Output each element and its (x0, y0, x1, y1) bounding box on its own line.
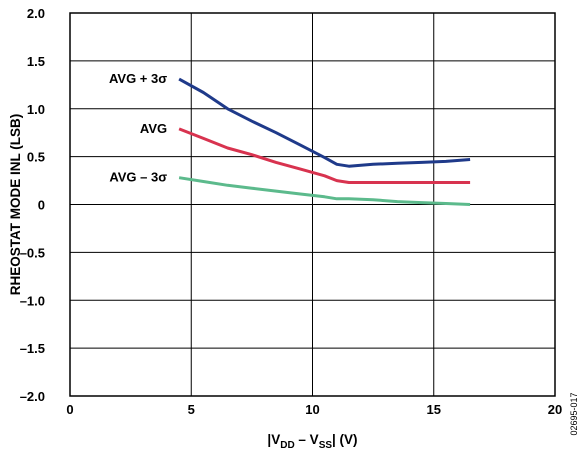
series-line-2 (178, 176, 471, 206)
x-tick-labels: 0 5 10 15 20 (66, 402, 562, 417)
y-tick-label: –1.5 (20, 341, 45, 356)
y-axis-title: RHEOSTAT MODE INL (LSB) (8, 114, 23, 296)
plot-frame (69, 12, 556, 397)
x-tick-label: 10 (305, 402, 319, 417)
x-axis-title-sub-dd: DD (280, 440, 294, 451)
series-labels: AVG + 3σ AVG AVG – 3σ (109, 71, 167, 185)
y-tick-label: 1.5 (27, 54, 45, 69)
x-axis-title-sub-ss: SS (319, 440, 333, 451)
series-lines (178, 77, 471, 206)
y-tick-label: –0.5 (20, 245, 45, 260)
x-axis-title-mid: – V (295, 432, 319, 447)
y-tick-labels: –2.0 –1.5 –1.0 –0.5 0 0.5 1.0 1.5 2.0 (20, 6, 45, 404)
x-tick-label: 15 (427, 402, 441, 417)
series-label-2: AVG – 3σ (109, 170, 167, 185)
series-label-0: AVG + 3σ (109, 71, 167, 86)
x-axis-title: |VDD – VSS| (V) (267, 432, 357, 451)
x-axis-title-open: |V (267, 432, 280, 447)
figure-code: 02695-017 (569, 392, 579, 435)
series-label-1: AVG (140, 121, 167, 136)
x-tick-label: 0 (66, 402, 73, 417)
x-tick-label: 5 (188, 402, 195, 417)
y-tick-label: 2.0 (27, 6, 45, 21)
x-axis-title-close: | (V) (332, 432, 358, 447)
y-tick-label: 1.0 (27, 102, 45, 117)
y-tick-label: –2.0 (20, 389, 45, 404)
y-tick-label: –1.0 (20, 293, 45, 308)
y-tick-label: 0 (38, 198, 45, 213)
y-tick-label: 0.5 (27, 150, 45, 165)
x-tick-label: 20 (548, 402, 562, 417)
series-line-0 (178, 77, 471, 168)
series-line-1 (178, 127, 471, 184)
